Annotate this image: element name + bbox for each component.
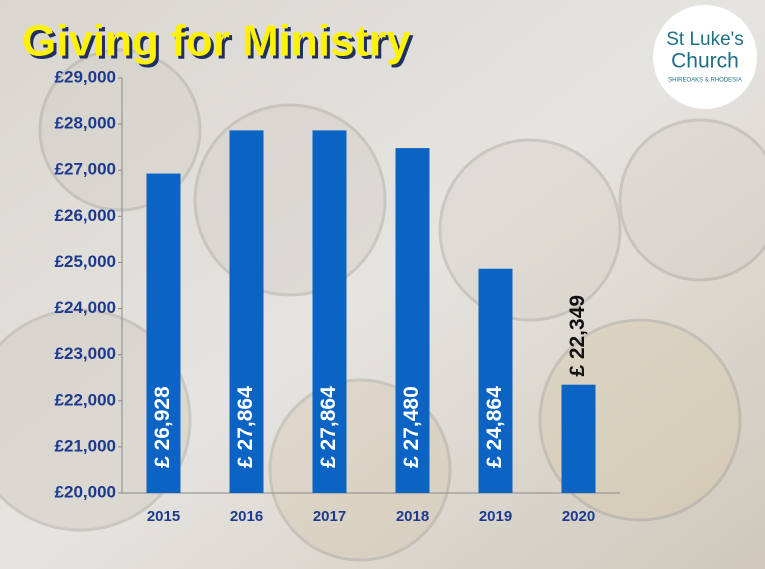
bar <box>312 130 347 494</box>
value-label: £ 27,864 <box>234 386 257 468</box>
value-label: £ 24,864 <box>483 386 506 468</box>
y-tick-label: £26,000 <box>55 206 116 225</box>
title-shadow: Giving for Ministry <box>25 20 414 69</box>
value-label: £ 27,480 <box>400 386 423 468</box>
bar <box>146 173 181 493</box>
bar <box>395 148 430 494</box>
x-tick-label: 2019 <box>479 508 512 525</box>
logo <box>653 5 757 109</box>
y-tick-label: £24,000 <box>55 298 116 317</box>
value-label: £ 27,864 <box>317 386 340 468</box>
x-tick-label: 2015 <box>147 508 180 525</box>
y-tick-label: £27,000 <box>55 160 116 179</box>
bar <box>229 130 264 494</box>
x-tick-label: 2018 <box>396 508 429 525</box>
x-tick-label: 2020 <box>562 508 595 525</box>
y-tick-label: £23,000 <box>55 344 116 363</box>
value-label: £ 22,349 <box>566 295 589 377</box>
y-tick-label: £25,000 <box>55 252 116 271</box>
logo-text: St Luke's <box>666 29 744 50</box>
bar <box>478 268 513 493</box>
logo-tagline: SHIREOAKS & RHODESIA <box>668 78 742 84</box>
y-tick-label: £28,000 <box>55 114 116 133</box>
y-tick-label: £29,000 <box>55 67 116 86</box>
y-tick-label: £20,000 <box>55 482 116 501</box>
x-tick-label: 2016 <box>230 508 263 525</box>
bar <box>561 384 596 493</box>
chart-title: Giving for Ministry <box>22 17 411 66</box>
value-label: £ 26,928 <box>151 386 174 468</box>
logo-text: Church <box>671 50 739 73</box>
y-tick-label: £21,000 <box>55 436 116 455</box>
y-tick-label: £22,000 <box>55 390 116 409</box>
x-tick-label: 2017 <box>313 508 346 525</box>
